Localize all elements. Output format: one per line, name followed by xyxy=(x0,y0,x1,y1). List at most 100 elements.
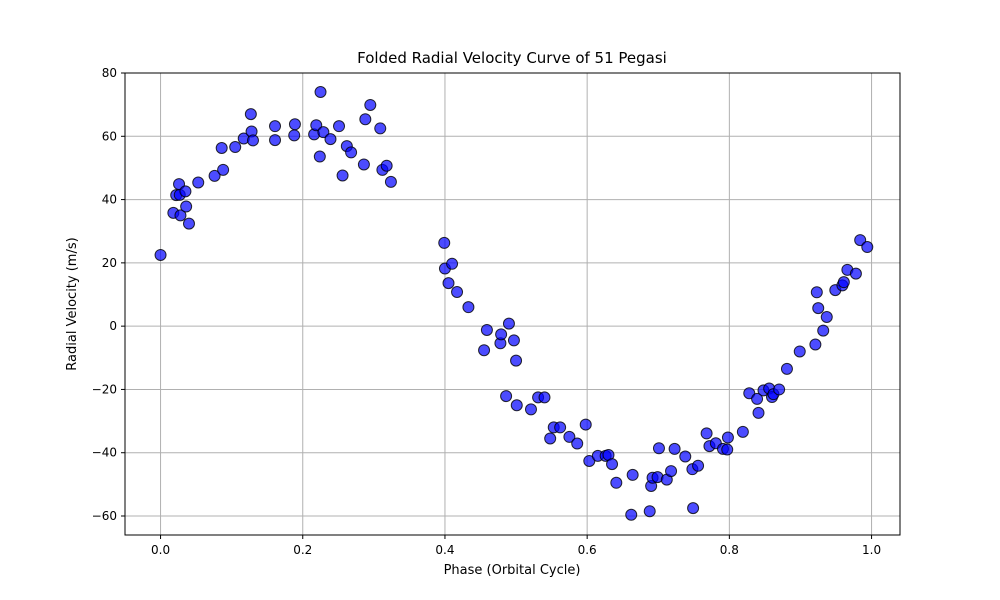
data-point xyxy=(480,323,493,336)
data-point xyxy=(679,450,692,463)
data-point xyxy=(180,200,193,213)
data-point xyxy=(380,159,393,172)
data-point xyxy=(579,418,592,431)
data-point xyxy=(793,345,806,358)
data-point xyxy=(208,169,221,182)
x-axis-label: Phase (Orbital Cycle) xyxy=(444,563,581,578)
data-point xyxy=(625,508,638,521)
data-point xyxy=(510,354,523,367)
data-point xyxy=(524,403,537,416)
data-point xyxy=(837,276,850,289)
data-point xyxy=(495,328,508,341)
data-point xyxy=(269,120,282,133)
x-axis-ticks: 0.0 0.2 0.4 0.6 0.8 1.0 xyxy=(151,535,881,557)
data-point xyxy=(554,421,567,434)
data-point xyxy=(478,344,491,357)
y-tick-label: 80 xyxy=(102,66,117,80)
data-point xyxy=(652,442,665,455)
data-point xyxy=(333,120,346,133)
x-tick-label: 0.0 xyxy=(151,543,170,557)
x-tick-label: 0.8 xyxy=(720,543,739,557)
data-point xyxy=(610,476,623,489)
data-point xyxy=(626,468,639,481)
data-point xyxy=(809,338,822,351)
data-point xyxy=(502,317,515,330)
data-point xyxy=(288,129,301,142)
data-point xyxy=(310,119,323,132)
data-point xyxy=(736,425,749,438)
data-point xyxy=(810,286,823,299)
data-point xyxy=(317,126,330,139)
x-tick-label: 0.2 xyxy=(293,543,312,557)
data-point xyxy=(538,391,551,404)
data-point xyxy=(192,176,205,189)
data-point xyxy=(665,465,678,478)
data-point xyxy=(324,133,337,146)
x-tick-label: 0.6 xyxy=(578,543,597,557)
y-tick-label: −60 xyxy=(92,509,117,523)
data-point xyxy=(500,390,513,403)
data-point xyxy=(849,267,862,280)
data-point xyxy=(462,301,475,314)
plot-frame xyxy=(124,72,901,536)
data-point xyxy=(336,169,349,182)
x-tick-label: 0.4 xyxy=(435,543,454,557)
data-point xyxy=(215,141,228,154)
data-point xyxy=(817,324,830,337)
data-point xyxy=(571,437,584,450)
y-tick-label: −40 xyxy=(92,446,117,460)
data-point xyxy=(154,248,167,261)
data-point xyxy=(244,108,257,121)
data-point xyxy=(442,277,455,290)
data-point xyxy=(721,431,734,444)
data-point xyxy=(687,502,700,515)
y-tick-label: 60 xyxy=(102,129,117,143)
y-axis-ticks: −60 −40 −20 0 20 40 60 80 xyxy=(92,66,125,523)
data-point xyxy=(721,443,734,456)
y-axis-label: Radial Velocity (m/s) xyxy=(65,237,80,370)
data-point xyxy=(544,432,557,445)
data-point xyxy=(820,310,833,323)
chart-title: Folded Radial Velocity Curve of 51 Pegas… xyxy=(357,49,667,67)
data-point xyxy=(773,383,786,396)
y-tick-label: 40 xyxy=(102,193,117,207)
data-point xyxy=(288,118,301,131)
data-point xyxy=(246,134,259,147)
data-points xyxy=(154,85,874,521)
data-point xyxy=(668,442,681,455)
data-point xyxy=(451,285,464,298)
data-point xyxy=(364,98,377,111)
data-point xyxy=(345,146,358,159)
data-point xyxy=(752,406,765,419)
data-point xyxy=(751,392,764,405)
data-point xyxy=(229,141,242,154)
data-point xyxy=(854,234,867,247)
data-point xyxy=(182,217,195,230)
data-point xyxy=(314,85,327,98)
data-point xyxy=(510,399,523,412)
data-point xyxy=(563,430,576,443)
y-tick-label: 0 xyxy=(109,319,117,333)
data-point xyxy=(438,236,451,249)
data-point xyxy=(269,134,282,147)
data-point xyxy=(374,122,387,135)
data-point xyxy=(643,505,656,518)
data-point xyxy=(692,459,705,472)
data-point xyxy=(507,334,520,347)
data-point xyxy=(812,302,825,315)
y-tick-label: 20 xyxy=(102,256,117,270)
x-tick-label: 1.0 xyxy=(862,543,881,557)
data-point xyxy=(313,150,326,163)
data-point xyxy=(861,241,874,254)
data-point xyxy=(446,257,459,270)
data-point xyxy=(174,209,187,222)
data-point xyxy=(384,175,397,188)
data-point xyxy=(606,458,619,471)
data-point xyxy=(179,185,192,198)
data-point xyxy=(217,163,230,176)
data-point xyxy=(359,113,372,126)
data-point xyxy=(357,158,370,171)
data-point xyxy=(780,362,793,375)
